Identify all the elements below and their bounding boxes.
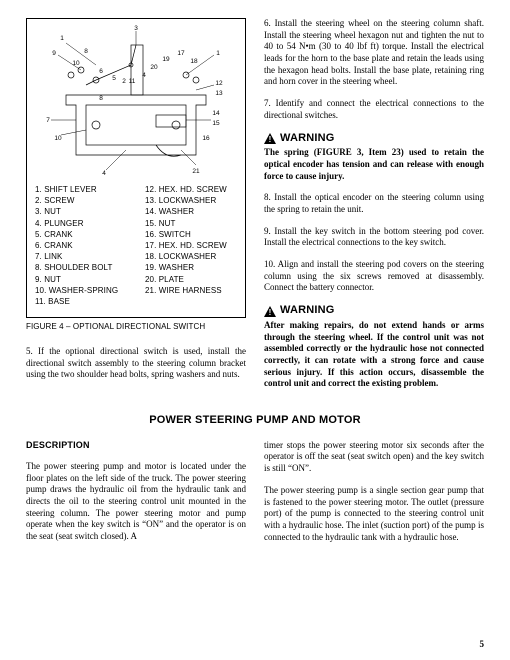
svg-text:4: 4 <box>142 72 146 79</box>
svg-text:21: 21 <box>192 168 200 175</box>
svg-text:6: 6 <box>99 68 103 75</box>
svg-text:9: 9 <box>52 50 56 57</box>
right-column: 6. Install the steering wheel on the ste… <box>264 18 484 400</box>
step-7: 7. Identify and connect the electrical c… <box>264 98 484 121</box>
svg-text:13: 13 <box>215 90 223 97</box>
warning-2-label: WARNING <box>280 304 335 318</box>
parts-item: 11. BASE <box>35 296 127 307</box>
description-right-bottom: The power steering pump is a single sect… <box>264 485 484 543</box>
parts-item: 8. SHOULDER BOLT <box>35 262 127 273</box>
svg-text:5: 5 <box>112 75 116 82</box>
svg-text:17: 17 <box>177 50 185 57</box>
parts-item: 7. LINK <box>35 251 127 262</box>
warning-2-head: ! WARNING <box>264 304 484 318</box>
parts-item: 4. PLUNGER <box>35 218 127 229</box>
step-5: 5. If the optional directional switch is… <box>26 346 246 381</box>
svg-text:3: 3 <box>134 25 138 32</box>
svg-text:7: 7 <box>46 117 50 124</box>
parts-item: 17. HEX. HD. SCREW <box>145 240 237 251</box>
page: 3 9 1 8 10 6 5 2 11 4 20 19 17 18 <box>0 0 510 660</box>
figure-diagram: 3 9 1 8 10 6 5 2 11 4 20 19 17 18 <box>35 25 237 180</box>
parts-list-right: 12. HEX. HD. SCREW13. LOCKWASHER14. WASH… <box>145 184 237 307</box>
desc-left-column: DESCRIPTION The power steering pump and … <box>26 440 246 554</box>
warning-2-text: After making repairs, do not extend hand… <box>264 320 484 390</box>
svg-text:16: 16 <box>202 135 210 142</box>
parts-item: 19. WASHER <box>145 262 237 273</box>
warning-icon: ! <box>264 133 276 144</box>
figure-caption: FIGURE 4 – OPTIONAL DIRECTIONAL SWITCH <box>26 322 246 332</box>
step-10: 10. Align and install the steering pod c… <box>264 259 484 294</box>
parts-item: 1. SHIFT LEVER <box>35 184 127 195</box>
svg-text:!: ! <box>269 135 272 144</box>
parts-item: 9. NUT <box>35 274 127 285</box>
parts-item: 3. NUT <box>35 206 127 217</box>
warning-1-text: The spring (FIGURE 3, Item 23) used to r… <box>264 147 484 182</box>
parts-list-left: 1. SHIFT LEVER2. SCREW3. NUT4. PLUNGER5.… <box>35 184 127 307</box>
parts-item: 16. SWITCH <box>145 229 237 240</box>
svg-text:19: 19 <box>162 56 170 63</box>
svg-text:10: 10 <box>72 60 80 67</box>
svg-text:2: 2 <box>122 78 126 85</box>
parts-item: 13. LOCKWASHER <box>145 195 237 206</box>
figure-box: 3 9 1 8 10 6 5 2 11 4 20 19 17 18 <box>26 18 246 318</box>
parts-item: 21. WIRE HARNESS <box>145 285 237 296</box>
svg-text:18: 18 <box>190 58 198 65</box>
svg-text:10: 10 <box>54 135 62 142</box>
parts-item: 20. PLATE <box>145 274 237 285</box>
svg-text:20: 20 <box>150 64 158 71</box>
description-right-top: timer stops the power steering motor six… <box>264 440 484 475</box>
step-6: 6. Install the steering wheel on the ste… <box>264 18 484 88</box>
parts-lists: 1. SHIFT LEVER2. SCREW3. NUT4. PLUNGER5.… <box>35 184 237 307</box>
description-left: The power steering pump and motor is loc… <box>26 461 246 543</box>
desc-right-column: timer stops the power steering motor six… <box>264 440 484 554</box>
svg-text:4: 4 <box>102 170 106 177</box>
step-9: 9. Install the key switch in the bottom … <box>264 226 484 249</box>
svg-text:1: 1 <box>216 50 220 57</box>
svg-text:8: 8 <box>84 48 88 55</box>
warning-1-head: ! WARNING <box>264 132 484 146</box>
description-head: DESCRIPTION <box>26 440 246 451</box>
parts-item: 18. LOCKWASHER <box>145 251 237 262</box>
parts-item: 15. NUT <box>145 218 237 229</box>
parts-item: 6. CRANK <box>35 240 127 251</box>
svg-text:1: 1 <box>60 35 64 42</box>
parts-item: 2. SCREW <box>35 195 127 206</box>
svg-text:8: 8 <box>99 95 103 102</box>
top-columns: 3 9 1 8 10 6 5 2 11 4 20 19 17 18 <box>26 18 484 400</box>
warning-icon: ! <box>264 306 276 317</box>
parts-item: 10. WASHER-SPRING <box>35 285 127 296</box>
parts-item: 12. HEX. HD. SCREW <box>145 184 237 195</box>
svg-text:14: 14 <box>212 110 220 117</box>
parts-item: 5. CRANK <box>35 229 127 240</box>
warning-1-label: WARNING <box>280 132 335 146</box>
page-number: 5 <box>480 639 485 650</box>
parts-item: 14. WASHER <box>145 206 237 217</box>
svg-text:12: 12 <box>215 80 223 87</box>
bottom-columns: DESCRIPTION The power steering pump and … <box>26 440 484 554</box>
svg-text:!: ! <box>269 308 272 317</box>
svg-text:15: 15 <box>212 120 220 127</box>
step-8: 8. Install the optical encoder on the st… <box>264 192 484 215</box>
left-column: 3 9 1 8 10 6 5 2 11 4 20 19 17 18 <box>26 18 246 400</box>
svg-text:11: 11 <box>129 78 136 85</box>
section-title: POWER STEERING PUMP AND MOTOR <box>26 414 484 428</box>
